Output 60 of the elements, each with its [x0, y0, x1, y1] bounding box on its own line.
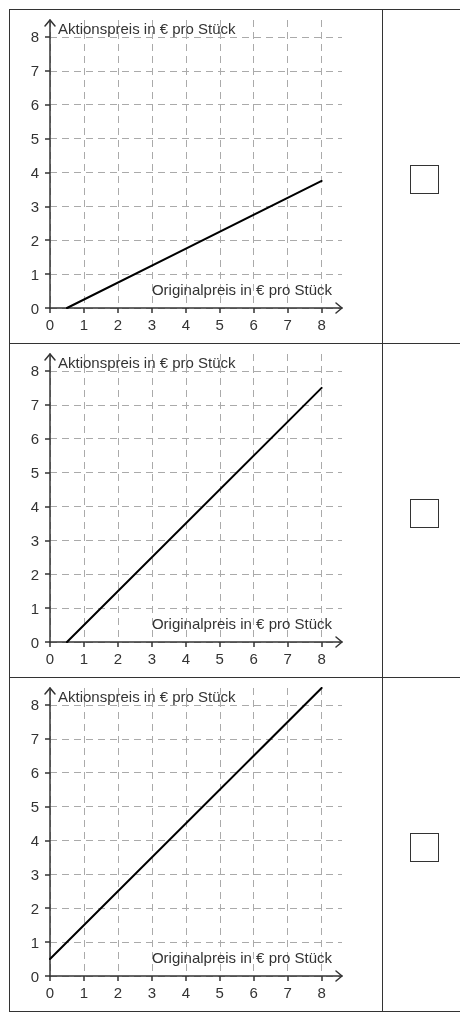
x-axis-title: Originalpreis in € pro Stück: [151, 281, 333, 298]
x-tick-label: 8: [317, 316, 326, 333]
x-tick-label: 5: [215, 984, 224, 1001]
y-tick-label: 4: [30, 163, 39, 181]
y-tick-label: 3: [30, 531, 39, 549]
y-tick-label: 2: [30, 231, 39, 249]
y-tick-label: 0: [30, 299, 39, 317]
x-tick-label: 4: [181, 984, 190, 1001]
y-axis-title: Aktionspreis in € pro Stück: [58, 687, 237, 705]
x-tick-label: 0: [45, 984, 55, 1001]
y-tick-label: 6: [30, 96, 39, 114]
y-tick-label: 8: [30, 362, 39, 380]
x-tick-label: 4: [181, 650, 190, 667]
y-tick-label: 1: [30, 933, 39, 951]
y-tick-label: 5: [30, 464, 39, 482]
x-axis-title: Originalpreis in € pro Stück: [151, 615, 333, 632]
x-tick-label: 1: [79, 984, 89, 1001]
x-tick-label: 6: [249, 984, 258, 1001]
y-tick-label: 5: [30, 798, 39, 816]
y-tick-label: 5: [30, 130, 39, 148]
x-tick-label: 0: [45, 650, 55, 667]
x-tick-label: 6: [249, 650, 258, 667]
x-tick-label: 3: [147, 650, 157, 667]
y-tick-label: 8: [30, 696, 39, 714]
x-tick-label: 8: [317, 984, 326, 1001]
x-tick-label: 7: [283, 984, 292, 1001]
y-tick-label: 2: [30, 565, 39, 583]
x-tick-label: 5: [215, 650, 224, 667]
x-tick-label: 0: [45, 316, 55, 333]
x-tick-label: 2: [113, 650, 123, 667]
x-tick-label: 2: [113, 316, 123, 333]
x-axis-title: Originalpreis in € pro Stück: [151, 949, 333, 966]
y-tick-label: 7: [30, 730, 39, 748]
x-tick-label: 4: [181, 316, 190, 333]
y-tick-label: 2: [30, 899, 39, 917]
y-tick-label: 6: [30, 764, 39, 782]
x-tick-label: 6: [249, 316, 258, 333]
y-tick-label: 3: [30, 865, 39, 883]
y-tick-label: 1: [30, 265, 39, 283]
y-tick-label: 6: [30, 430, 39, 448]
y-tick-label: 7: [30, 396, 39, 414]
y-tick-label: 7: [30, 62, 39, 80]
x-tick-label: 7: [283, 650, 292, 667]
y-tick-label: 4: [30, 831, 39, 849]
y-axis-title: Aktionspreis in € pro Stück: [58, 353, 237, 371]
y-tick-label: 4: [30, 497, 39, 515]
x-tick-label: 5: [215, 316, 224, 333]
x-tick-label: 1: [79, 650, 89, 667]
y-axis-title: Aktionspreis in € pro Stück: [58, 19, 237, 37]
y-tick-label: 1: [30, 599, 39, 617]
x-tick-label: 3: [147, 984, 157, 1001]
x-tick-label: 3: [147, 316, 157, 333]
y-tick-label: 0: [30, 633, 39, 651]
x-tick-label: 7: [283, 316, 292, 333]
x-tick-label: 1: [79, 316, 89, 333]
y-tick-label: 8: [30, 28, 39, 46]
x-tick-label: 2: [113, 984, 123, 1001]
x-tick-label: 8: [317, 650, 326, 667]
y-tick-label: 3: [30, 197, 39, 215]
y-tick-label: 0: [30, 967, 39, 985]
